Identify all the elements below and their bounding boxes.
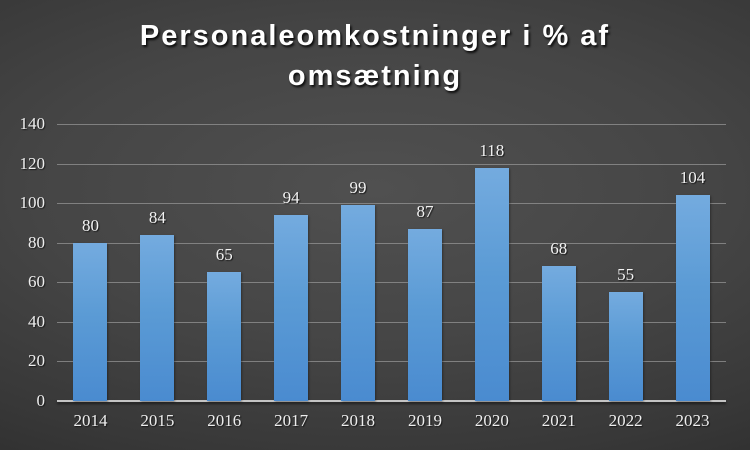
x-axis-tick-label-2023: 2023: [675, 411, 710, 430]
y-axis-tick-label-60: 60: [28, 272, 45, 292]
bar-2017: [274, 215, 309, 401]
x-axis-tick-label-2019: 2019: [407, 411, 442, 430]
x-axis-tick-label-2020: 2020: [474, 411, 509, 430]
bar-2018: [341, 205, 376, 401]
gridline-60: [57, 282, 726, 284]
x-axis-tick-label-2021: 2021: [541, 411, 576, 430]
data-label-2014: 80: [81, 215, 99, 235]
bar-slot-2018: 99: [325, 124, 392, 401]
y-axis-tick-label-120: 120: [19, 153, 46, 173]
data-label-2022: 55: [617, 265, 635, 285]
bar-2021: [541, 266, 576, 401]
x-axis-tick-label-2022: 2022: [608, 411, 643, 430]
bar-slot-2019: 87: [392, 124, 459, 401]
bar-2019: [407, 228, 442, 401]
x-axis-tick-label-2016: 2016: [207, 411, 242, 430]
y-axis-tick-label-20: 20: [28, 351, 45, 371]
gridline-80: [57, 242, 726, 244]
gridline-20: [57, 361, 726, 363]
bar-2023: [675, 195, 710, 401]
bar-2022: [608, 292, 643, 401]
data-label-2016: 65: [215, 245, 233, 265]
data-label-2023: 104: [679, 168, 706, 188]
y-axis-tick-label-80: 80: [28, 232, 45, 252]
bar-slot-2023: 104: [659, 124, 726, 401]
data-label-2017: 94: [282, 188, 300, 208]
data-label-2020: 118: [479, 140, 505, 160]
y-axis-tick-label-140: 140: [19, 114, 46, 133]
data-label-2015: 84: [148, 207, 166, 227]
chart-title-line-1: Personaleomkostninger i % af: [139, 20, 611, 52]
x-axis-tick-label-2018: 2018: [341, 411, 376, 430]
data-label-2021: 68: [550, 239, 568, 259]
gridline-140: [57, 124, 726, 125]
gridline-40: [57, 321, 726, 323]
bar-2016: [207, 272, 242, 401]
data-label-2018: 99: [349, 178, 367, 198]
bar-slot-2022: 55: [592, 124, 659, 401]
y-axis-tick-label-0: 0: [36, 391, 46, 410]
y-axis-tick-label-40: 40: [28, 311, 45, 331]
bar-slot-2017: 94: [258, 124, 325, 401]
chart-title: Personaleomkostninger i % af omsætning: [0, 16, 750, 96]
y-axis-tick-label-100: 100: [19, 193, 46, 213]
bar-slot-2016: 65: [191, 124, 258, 401]
x-axis-line: [57, 400, 726, 402]
bar-2014: [73, 242, 108, 401]
bar-slot-2015: 84: [124, 124, 191, 401]
gridline-100: [57, 203, 726, 205]
x-axis-tick-label-2014: 2014: [73, 411, 108, 430]
gridline-120: [57, 163, 726, 165]
bar-slot-2021: 68: [525, 124, 592, 401]
plot-area: 0 20 40 60 80 100 120 140 2014 80 2015 84 2016 65 2017…: [20, 114, 726, 430]
bar-slot-2020: 118: [458, 124, 525, 401]
bar-slot-2014: 80: [57, 124, 124, 401]
x-axis-tick-label-2015: 2015: [140, 411, 175, 430]
chart-title-line-2: omsætning: [287, 60, 463, 92]
bar-2020: [474, 167, 509, 401]
x-axis-tick-label-2017: 2017: [274, 411, 309, 430]
data-label-2019: 87: [416, 201, 434, 221]
bar-2015: [140, 234, 175, 401]
